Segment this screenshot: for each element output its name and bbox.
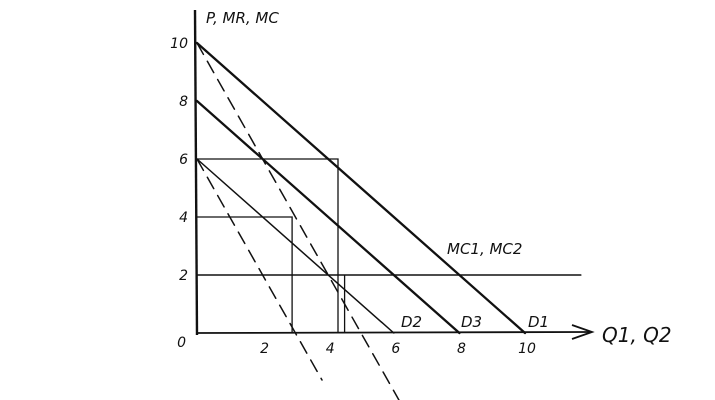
series-line-d1 [195, 41, 527, 335]
y-tick-label-8: 8 [179, 94, 188, 110]
x-tick-label-6: 6 [391, 341, 400, 357]
guide-line-1 [197, 158, 339, 333]
tick-labels: 2 4 6 8 10 2 4 6 8 10 0 [170, 36, 536, 357]
x-axis-title: Q1, Q2 [602, 323, 672, 347]
axes [193, 9, 595, 340]
y-tick-label-10: 10 [170, 36, 188, 52]
x-axis [196, 331, 591, 334]
origin-label: 0 [177, 335, 186, 351]
x-tick-label-2: 2 [260, 341, 269, 357]
series-line-d2 [196, 158, 395, 334]
series-label-d3: D3 [461, 313, 482, 331]
y-tick-label-2: 2 [179, 268, 188, 284]
guide-lines [197, 158, 346, 333]
series-labels: P, MR, MC Q1, Q2 D1 D3 D2 MC1, MC2 [206, 9, 672, 347]
guide-line-2 [197, 216, 293, 333]
series-label-d1: D1 [528, 313, 549, 331]
x-tick-label-10: 10 [518, 341, 536, 357]
x-tick-label-4: 4 [326, 341, 335, 357]
x-axis-arrow [571, 324, 595, 340]
series-line-d3 [195, 99, 461, 335]
series-label-d2: D2 [401, 313, 422, 331]
series-line-mr1 [196, 42, 400, 400]
y-axis-title: P, MR, MC [206, 9, 279, 27]
series-line-mr2 [196, 158, 323, 381]
series-lines [195, 41, 582, 400]
y-tick-label-6: 6 [179, 152, 188, 168]
y-tick-label-4: 4 [179, 210, 188, 226]
x-tick-label-8: 8 [457, 341, 466, 357]
series-label-mc1-mc2: MC1, MC2 [447, 240, 522, 258]
y-axis [193, 9, 199, 336]
